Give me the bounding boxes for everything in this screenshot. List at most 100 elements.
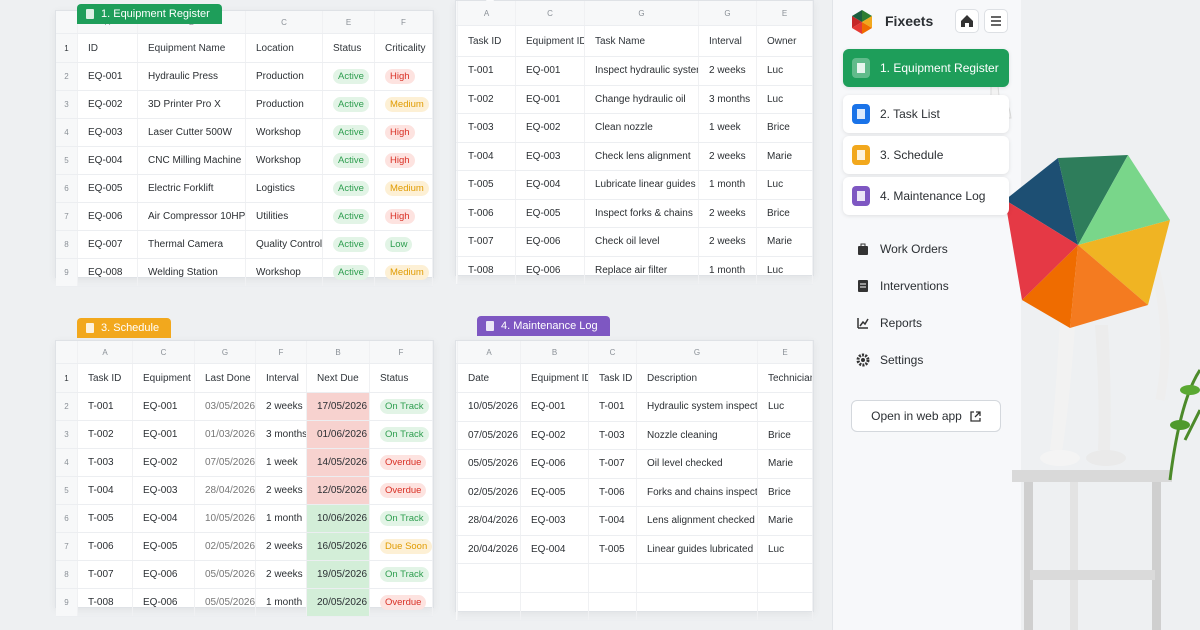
status-cell: High [375,203,433,230]
date-cell: 14/05/2026 [307,449,370,476]
status-badge: On Track [380,399,429,414]
data-cell: Luc [757,171,813,199]
data-cell: EQ-001 [516,85,585,113]
data-row: 3 T-002 EQ-001 01/03/2026 3 months 01/06/2026… [56,421,433,449]
data-cell: Check lens alignment [585,142,699,170]
data-cell: 07/05/2026 [195,449,256,476]
status-cell: Active [323,91,375,118]
status-badge: Overdue [380,483,427,498]
nav-link[interactable]: Reports [856,314,922,332]
sheet-tab[interactable]: 3. Schedule [77,318,172,338]
data-cell: EQ-006 [133,561,195,588]
header-cell: Equipment ID [521,364,589,392]
data-cell: CNC Milling Machine [138,147,246,174]
data-cell: Electric Forklift [138,175,246,202]
data-cell: EQ-005 [521,478,589,506]
data-cell: EQ-001 [516,57,585,85]
data-row: T-004 EQ-003 Check lens alignment 2 weeks Ma… [456,142,813,171]
corner-cell [456,1,458,25]
data-cell: 1 week [699,114,757,142]
menu-button[interactable] [984,9,1008,33]
status-badge: High [385,209,415,224]
data-cell: T-003 [458,114,516,142]
status-cell: Overdue [370,589,433,616]
nav-link[interactable]: Settings [856,351,923,369]
data-row: 6 EQ-005 Electric Forklift Logistics Active M… [56,175,433,203]
data-row: 8 T-007 EQ-006 05/05/2026 2 weeks 19/05/2026 O… [56,561,433,589]
sheet-nav-item[interactable]: 3. Schedule [843,136,1009,174]
data-cell: Brice [758,478,813,506]
data-row: 4 T-003 EQ-002 07/05/2026 1 week 14/05/2026 Ov… [56,449,433,477]
data-row: 9 EQ-008 Welding Station Workshop Active Medi… [56,259,433,287]
data-cell: Utilities [246,203,323,230]
row-number [456,421,458,449]
data-cell: Hydraulic system inspection [637,393,758,421]
button-label: Open in web app [871,409,962,423]
data-cell: EQ-003 [521,507,589,535]
nav-label: 2. Task List [880,107,940,121]
header-cell: Criticality [375,34,433,62]
open-web-button[interactable]: Open in web app [851,400,1001,432]
header-cell: Date [458,364,521,392]
data-cell: EQ-007 [78,231,138,258]
data-cell: EQ-002 [78,91,138,118]
empty-cell [589,592,637,620]
sheet-tab[interactable]: 1. Equipment Register [77,4,222,24]
status-badge: Active [333,237,369,252]
nav-label: 1. Equipment Register [880,61,999,75]
data-row: 5 T-004 EQ-003 28/04/2026 2 weeks 12/05/2026 O… [56,477,433,505]
row-number: 7 [56,533,78,560]
nav-link[interactable]: Work Orders [856,240,948,258]
data-cell: Nozzle cleaning [637,421,758,449]
header-cell: Task ID [589,364,637,392]
data-row: T-003 EQ-002 Clean nozzle 1 week Brice [456,114,813,143]
sheet-panel: A C G G E Task ID Equipment ID Task Name Interva… [455,0,814,285]
row-number: 1 [56,34,78,62]
data-row: 28/04/2026 EQ-003 T-004 Lens alignment chec… [456,507,813,536]
column-letter: A [458,341,521,363]
link-label: Settings [880,353,924,367]
row-number: 2 [56,393,78,420]
home-button[interactable] [955,9,979,33]
data-row: 02/05/2026 EQ-005 T-006 Forks and chains in… [456,478,813,507]
data-cell: 1 month [256,505,307,532]
status-badge: Active [333,209,369,224]
empty-row [456,564,813,593]
data-cell: T-006 [458,199,516,227]
data-cell: EQ-004 [516,171,585,199]
data-cell: T-004 [458,142,516,170]
data-row: T-005 EQ-004 Lubricate linear guides 1 mont… [456,171,813,200]
data-cell: EQ-006 [521,450,589,478]
header-cell: Equipment Name [138,34,246,62]
sheet-nav-item[interactable]: 4. Maintenance Log [843,177,1009,215]
row-number: 5 [56,477,78,504]
data-cell: EQ-002 [516,114,585,142]
data-cell: Workshop [246,119,323,146]
sheet-nav-item[interactable]: 2. Task List [843,95,1009,133]
data-cell: Quality Control [246,231,323,258]
nav-link[interactable]: Interventions [856,277,949,295]
link-icon [857,318,869,329]
brand-logo [852,10,872,34]
sheet-tab[interactable]: 4. Maintenance Log [477,316,610,336]
data-cell: EQ-003 [133,477,195,504]
sheet-nav-item[interactable]: 1. Equipment Register [843,49,1009,87]
status-badge: Active [333,97,369,112]
status-cell: Due Soon [370,533,433,560]
status-cell: On Track [370,505,433,532]
data-cell: T-003 [589,421,637,449]
status-badge: Active [333,153,369,168]
link-label: Interventions [880,279,949,293]
corner-cell [56,341,78,363]
column-letter: G [699,1,757,25]
column-letter: B [307,341,370,363]
row-number: 5 [56,147,78,174]
empty-cell [458,564,521,592]
data-cell: T-002 [78,421,133,448]
data-cell: Linear guides lubricated [637,535,758,563]
header-cell: Equipment ID [516,26,585,56]
header-cell: ID [78,34,138,62]
